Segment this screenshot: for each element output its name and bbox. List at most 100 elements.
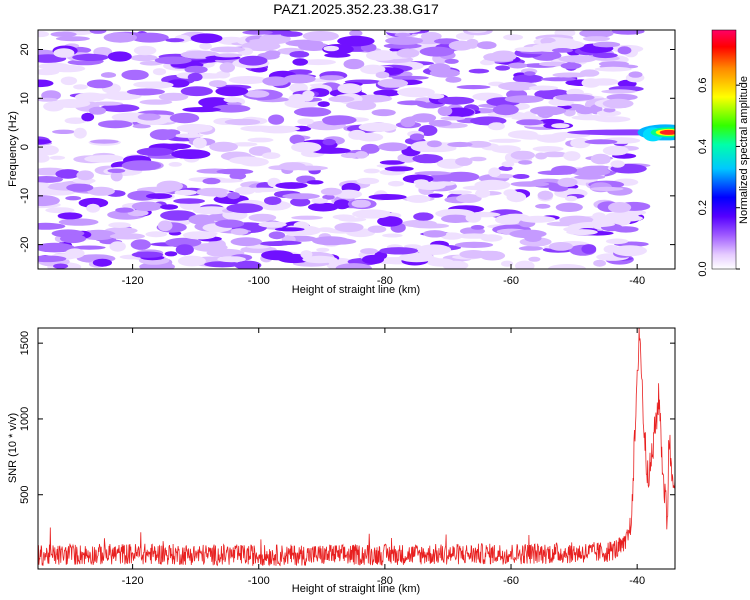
spectrogram-blob bbox=[512, 174, 530, 179]
spectrogram-blob bbox=[98, 120, 133, 129]
spectrogram-blob bbox=[262, 76, 290, 86]
spectrogram-blob bbox=[358, 122, 397, 132]
spectrogram-blob bbox=[109, 241, 126, 252]
spectrogram-blob bbox=[216, 168, 254, 175]
snr-x-tick-label: -40 bbox=[629, 575, 645, 587]
spectrogram-blob bbox=[352, 94, 393, 103]
spectrogram-y-tick-label: 0 bbox=[19, 144, 31, 150]
spectrogram-blob bbox=[420, 31, 442, 41]
spectrogram-blob bbox=[538, 61, 568, 67]
spectrogram-blob bbox=[346, 100, 377, 110]
spectrogram-blob bbox=[291, 142, 322, 153]
snr-frame bbox=[37, 327, 676, 570]
spectrogram-blob bbox=[333, 199, 351, 210]
spectrogram-blob bbox=[319, 75, 344, 81]
spectrogram-blob bbox=[548, 185, 569, 192]
spectrogram-blob bbox=[38, 139, 52, 145]
spectrogram-blob bbox=[560, 62, 582, 69]
spectrogram-blob bbox=[130, 54, 158, 62]
spectrogram-blob bbox=[592, 52, 618, 59]
spectrogram-x-tick-label: -120 bbox=[122, 275, 144, 287]
spectrogram-blob bbox=[477, 41, 497, 50]
spectrogram-blob bbox=[311, 198, 329, 204]
colorbar-tick-label: 0.6 bbox=[697, 78, 709, 93]
spectrogram-blob bbox=[378, 142, 408, 152]
spectrogram-blob bbox=[81, 112, 95, 122]
spectrogram-blob bbox=[100, 104, 140, 113]
spectrogram-blob bbox=[474, 250, 502, 255]
spectrogram-blob bbox=[571, 167, 611, 177]
colorbar-ticks: 0.0 0.2 0.4 0.6 bbox=[697, 78, 740, 277]
spectrogram-blob bbox=[173, 198, 206, 204]
spectrogram-frame bbox=[37, 29, 676, 270]
spectrogram-blob bbox=[617, 46, 632, 55]
spectrogram-blob bbox=[337, 35, 375, 47]
spectrogram-blob bbox=[169, 112, 200, 124]
spectrogram-blob bbox=[385, 36, 424, 45]
spectrogram-blob bbox=[335, 263, 372, 269]
spectrogram-blob bbox=[363, 168, 380, 174]
spectrogram-blob bbox=[230, 228, 249, 236]
snr-series-line bbox=[38, 328, 675, 567]
spectrogram-blob bbox=[528, 256, 541, 262]
spectrogram-blob bbox=[555, 94, 595, 101]
spectrogram-blob bbox=[190, 33, 223, 44]
spectrogram-blob bbox=[371, 109, 396, 117]
spectrogram-blob bbox=[156, 180, 183, 192]
spectrogram-blob bbox=[182, 231, 217, 240]
spectrogram-blob bbox=[400, 117, 416, 128]
spectrogram-blob bbox=[38, 222, 66, 230]
spectrogram-blob bbox=[308, 202, 339, 212]
spectrogram-blob bbox=[165, 38, 185, 43]
spectrogram-blob bbox=[507, 62, 528, 69]
spectrogram-blob bbox=[488, 138, 522, 143]
spectrogram-blob bbox=[606, 93, 638, 101]
spectrogram-blob bbox=[110, 170, 123, 182]
spectrogram-blob bbox=[49, 155, 66, 160]
spectrogram-blob bbox=[328, 95, 355, 103]
spectrogram-blob bbox=[423, 230, 447, 238]
spectrogram-blob bbox=[547, 264, 587, 269]
spectrogram-blob bbox=[509, 229, 547, 239]
spectrogram-blob bbox=[504, 95, 544, 104]
spectrogram-blob bbox=[192, 243, 228, 252]
spectrogram-blob bbox=[512, 74, 544, 83]
spectrogram-blob bbox=[317, 101, 330, 107]
spectrogram-blob bbox=[530, 106, 567, 116]
spectrogram-blob bbox=[302, 255, 338, 264]
spectrogram-blob bbox=[163, 143, 192, 150]
spectrogram-blob bbox=[579, 30, 614, 38]
spectrogram-blob bbox=[351, 199, 371, 208]
spectrogram-blob bbox=[100, 72, 117, 78]
snr-background bbox=[38, 328, 675, 569]
spectrogram-blob bbox=[510, 181, 550, 187]
spectrogram-blob bbox=[447, 141, 473, 148]
spectrogram-y-tick-label: 20 bbox=[19, 43, 31, 55]
spectrogram-blob bbox=[293, 221, 309, 230]
spectrogram-blob bbox=[245, 90, 270, 98]
spectrogram-blob bbox=[165, 237, 202, 248]
spectrogram-blob bbox=[320, 187, 342, 196]
spectrogram-blob bbox=[602, 98, 634, 109]
spectrogram-blob bbox=[38, 79, 54, 88]
spectrogram-blob bbox=[292, 58, 309, 66]
spectrogram-blob bbox=[234, 186, 256, 195]
spectrogram-blob bbox=[391, 75, 429, 80]
spectrogram-blob bbox=[289, 134, 305, 145]
spectrogram-blob bbox=[456, 194, 482, 203]
spectrogram-blob bbox=[565, 195, 578, 202]
spectrogram-blob bbox=[429, 68, 460, 78]
spectrogram-blob bbox=[38, 182, 50, 188]
spectrogram-blob bbox=[379, 247, 419, 255]
spectrogram-blob bbox=[199, 42, 212, 50]
spectrogram-blob bbox=[86, 203, 100, 213]
spectrogram-blob bbox=[73, 127, 87, 139]
spectrogram-blob bbox=[38, 31, 50, 38]
spectrogram-blob bbox=[264, 196, 282, 205]
spectrogram-blob bbox=[214, 190, 228, 198]
spectrogram-blob bbox=[130, 32, 169, 43]
spectrogram-blob bbox=[354, 151, 368, 159]
spectrogram-blob bbox=[575, 106, 595, 115]
spectrogram-blob bbox=[409, 133, 425, 141]
spectrogram-blob bbox=[108, 222, 131, 229]
